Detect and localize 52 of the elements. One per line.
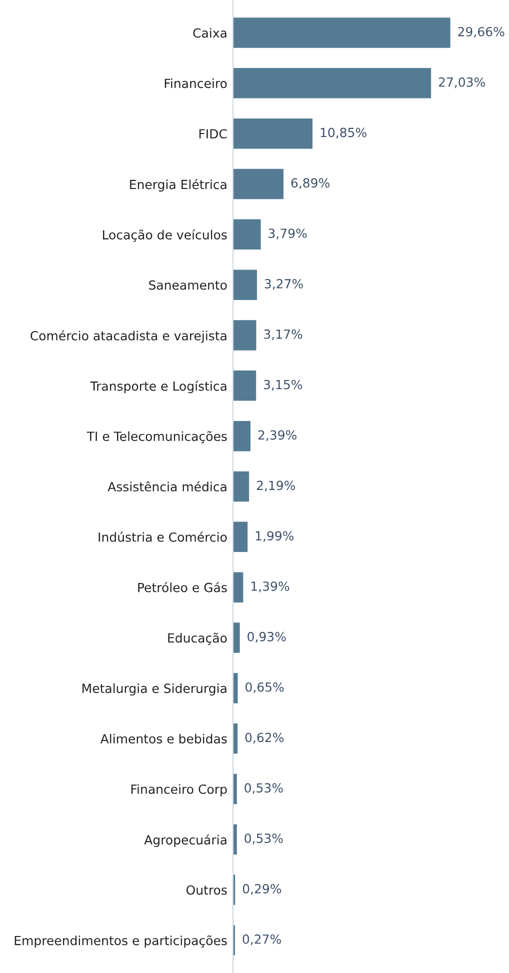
y-tick-label: Alimentos e bebidas [100, 734, 227, 744]
data-label: 0,65% [246, 682, 284, 694]
bar [233, 68, 432, 98]
y-tick-label: FIDC [199, 129, 227, 139]
bar [233, 622, 240, 653]
data-label: 10,85% [320, 128, 366, 138]
data-label: 0,62% [245, 732, 284, 744]
data-label: 3,27% [264, 279, 303, 290]
y-tick-label: Assistência médica [108, 481, 226, 492]
y-tick-label: Educação [168, 632, 227, 645]
y-tick-label: Metalurgia e Siderurgia [82, 683, 226, 696]
data-label: 0,53% [244, 834, 283, 844]
bar [233, 270, 257, 300]
data-label: 0,29% [242, 884, 282, 895]
data-label: 29,66% [458, 26, 504, 38]
data-label: 3,15% [264, 380, 302, 391]
y-tick-label: Empreendimentos e participações [14, 935, 227, 948]
y-tick-label: Locação de veículos [103, 229, 227, 242]
data-label: 3,17% [264, 329, 302, 340]
data-label: 27,03% [438, 77, 485, 88]
y-tick-label: Agropecuária [144, 834, 226, 847]
y-tick-label: Financeiro Corp [131, 784, 227, 796]
y-tick-label: Comércio atacadista e varejista [30, 330, 226, 343]
data-label: 0,27% [242, 934, 281, 946]
bar [233, 572, 244, 602]
data-label: 2,19% [256, 480, 296, 492]
data-label: 6,89% [291, 178, 330, 189]
y-tick-label: Indústria e Comércio [98, 532, 227, 542]
bar [233, 219, 261, 250]
y-tick-label: Energia Elétrica [130, 179, 226, 192]
y-tick-label: Saneamento [149, 280, 227, 290]
y-tick-label: Outros [186, 885, 227, 895]
bar [233, 370, 256, 401]
data-label: 0,53% [244, 783, 283, 794]
data-label: 1,39% [252, 582, 290, 592]
y-tick-label: Financeiro [164, 78, 227, 88]
data-label: 1,99% [256, 531, 294, 542]
y-tick-label: TI e Telecomunicações [86, 431, 227, 444]
data-label: 2,39% [258, 430, 296, 441]
bar [233, 471, 250, 502]
bar [233, 168, 284, 200]
data-label: 3,79% [268, 228, 307, 240]
bar [233, 673, 238, 704]
y-tick-label: Caixa [193, 28, 226, 38]
bar [233, 320, 256, 350]
bar [233, 420, 251, 452]
bar [233, 18, 450, 48]
y-tick-label: Petróleo e Gás [138, 582, 227, 592]
data-label: 0,93% [248, 632, 286, 643]
y-tick-label: Transporte e Logística [90, 380, 226, 394]
bar [233, 118, 312, 149]
bar [233, 522, 248, 552]
